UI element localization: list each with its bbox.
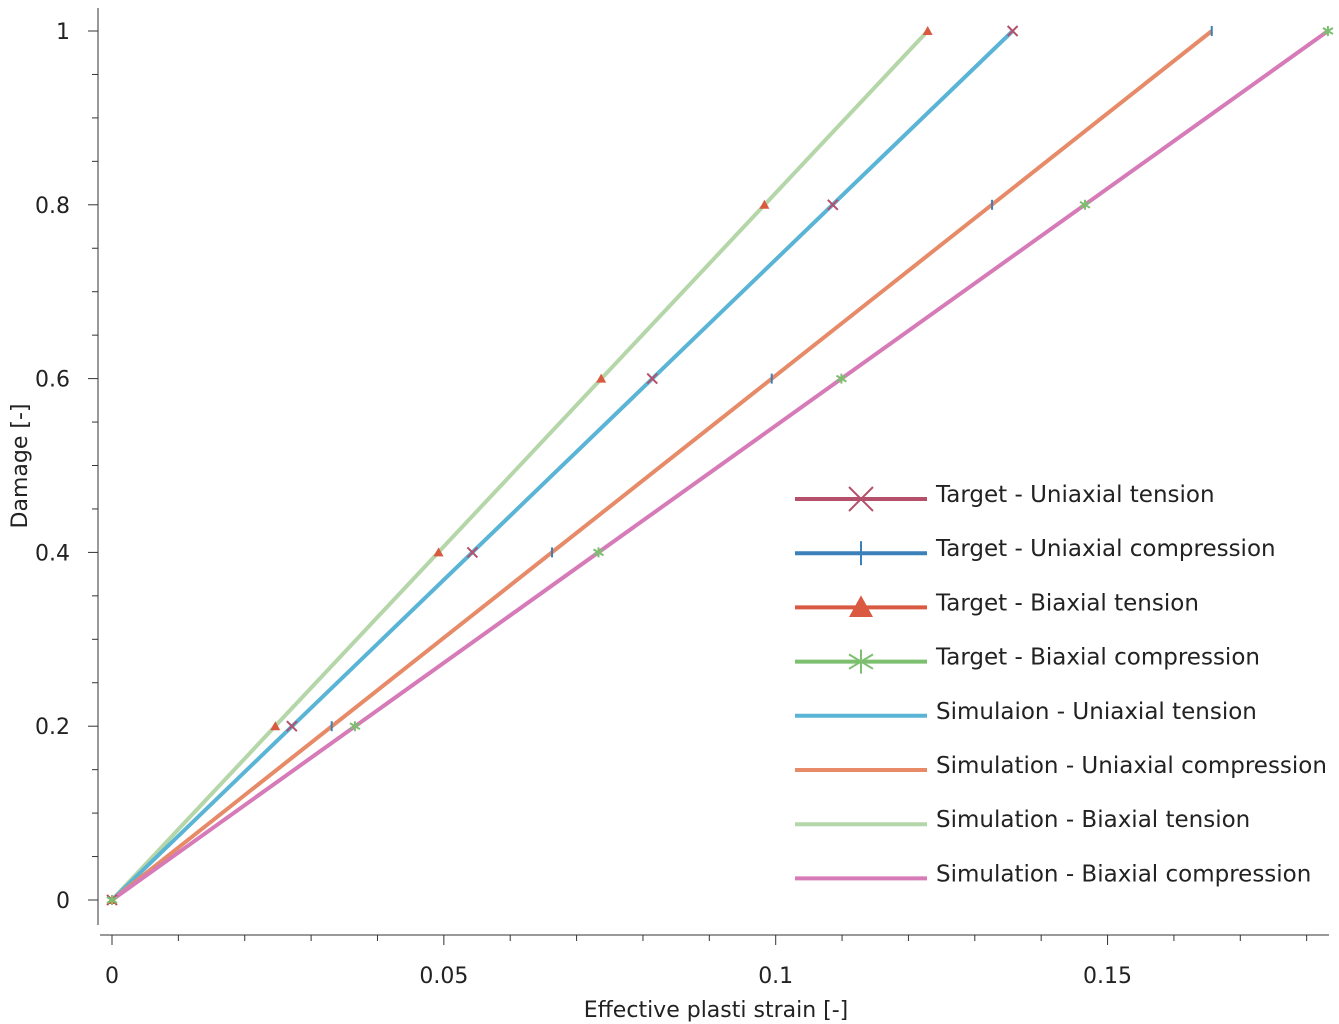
x-tick-label: 0.05 (419, 964, 468, 989)
legend-label: Simulation - Uniaxial compression (936, 753, 1327, 779)
legend-label: Simulaion - Uniaxial tension (936, 699, 1257, 725)
marker-asterisk (848, 649, 874, 674)
marker-asterisk (592, 547, 605, 558)
y-tick-label: 0.6 (35, 368, 70, 393)
marker-asterisk (1079, 199, 1091, 210)
marker-triangle (849, 595, 873, 617)
marker-x (466, 546, 479, 559)
marker-triangle (922, 26, 933, 35)
marker-asterisk (106, 895, 118, 905)
marker-x (827, 199, 839, 211)
y-axis-label: Damage [-] (8, 404, 33, 529)
marker-x (848, 486, 874, 512)
marker-asterisk (1322, 26, 1334, 36)
marker-x (646, 372, 658, 385)
y-tick-label: 0.2 (35, 715, 70, 740)
marker-x (1006, 25, 1019, 37)
y-tick-label: 1 (56, 20, 70, 45)
legend-label: Target - Biaxial tension (935, 590, 1199, 616)
series-line (110, 29, 1015, 902)
y-tick-label: 0 (56, 889, 70, 914)
marker-asterisk (835, 373, 847, 384)
legend: Target - Uniaxial tension Target - Uniaxi… (795, 482, 1327, 887)
series-line (110, 29, 1213, 902)
series-line (110, 29, 930, 902)
x-tick-label: 0 (105, 964, 119, 989)
marker-triangle (270, 721, 281, 731)
x-axis-label: Effective plasti strain [-] (584, 998, 849, 1023)
y-tick-label: 0.8 (35, 194, 70, 219)
legend-label: Simulation - Biaxial tension (936, 807, 1250, 833)
marker-triangle (759, 199, 770, 209)
legend-label: Target - Uniaxial tension (935, 482, 1215, 508)
marker-x (286, 720, 298, 732)
marker-asterisk (349, 721, 361, 732)
x-tick-label: 0.1 (758, 964, 793, 989)
x-tick-label: 0.15 (1083, 964, 1132, 989)
marker-triangle (596, 373, 607, 383)
legend-label: Simulation - Biaxial compression (936, 861, 1311, 887)
marker-triangle (433, 547, 444, 557)
legend-label: Target - Biaxial compression (935, 645, 1260, 671)
y-tick-label: 0.4 (35, 541, 70, 566)
legend-label: Target - Uniaxial compression (935, 536, 1276, 562)
series-line (110, 29, 1330, 902)
